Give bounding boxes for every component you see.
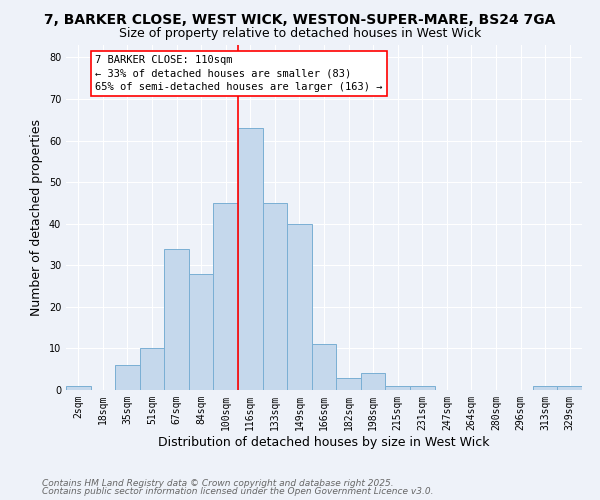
Bar	[312, 344, 336, 390]
Bar	[140, 348, 164, 390]
Bar	[238, 128, 263, 390]
Text: Size of property relative to detached houses in West Wick: Size of property relative to detached ho…	[119, 28, 481, 40]
Y-axis label: Number of detached properties: Number of detached properties	[30, 119, 43, 316]
Bar	[66, 386, 91, 390]
Text: Contains HM Land Registry data © Crown copyright and database right 2025.: Contains HM Land Registry data © Crown c…	[42, 478, 394, 488]
Text: Contains public sector information licensed under the Open Government Licence v3: Contains public sector information licen…	[42, 487, 433, 496]
Bar	[385, 386, 410, 390]
Text: 7 BARKER CLOSE: 110sqm
← 33% of detached houses are smaller (83)
65% of semi-det: 7 BARKER CLOSE: 110sqm ← 33% of detached…	[95, 56, 383, 92]
Bar	[164, 248, 189, 390]
Bar	[533, 386, 557, 390]
Bar	[263, 203, 287, 390]
Bar	[115, 365, 140, 390]
X-axis label: Distribution of detached houses by size in West Wick: Distribution of detached houses by size …	[158, 436, 490, 448]
Bar	[214, 203, 238, 390]
Bar	[410, 386, 434, 390]
Bar	[287, 224, 312, 390]
Text: 7, BARKER CLOSE, WEST WICK, WESTON-SUPER-MARE, BS24 7GA: 7, BARKER CLOSE, WEST WICK, WESTON-SUPER…	[44, 12, 556, 26]
Bar	[361, 374, 385, 390]
Bar	[557, 386, 582, 390]
Bar	[189, 274, 214, 390]
Bar	[336, 378, 361, 390]
